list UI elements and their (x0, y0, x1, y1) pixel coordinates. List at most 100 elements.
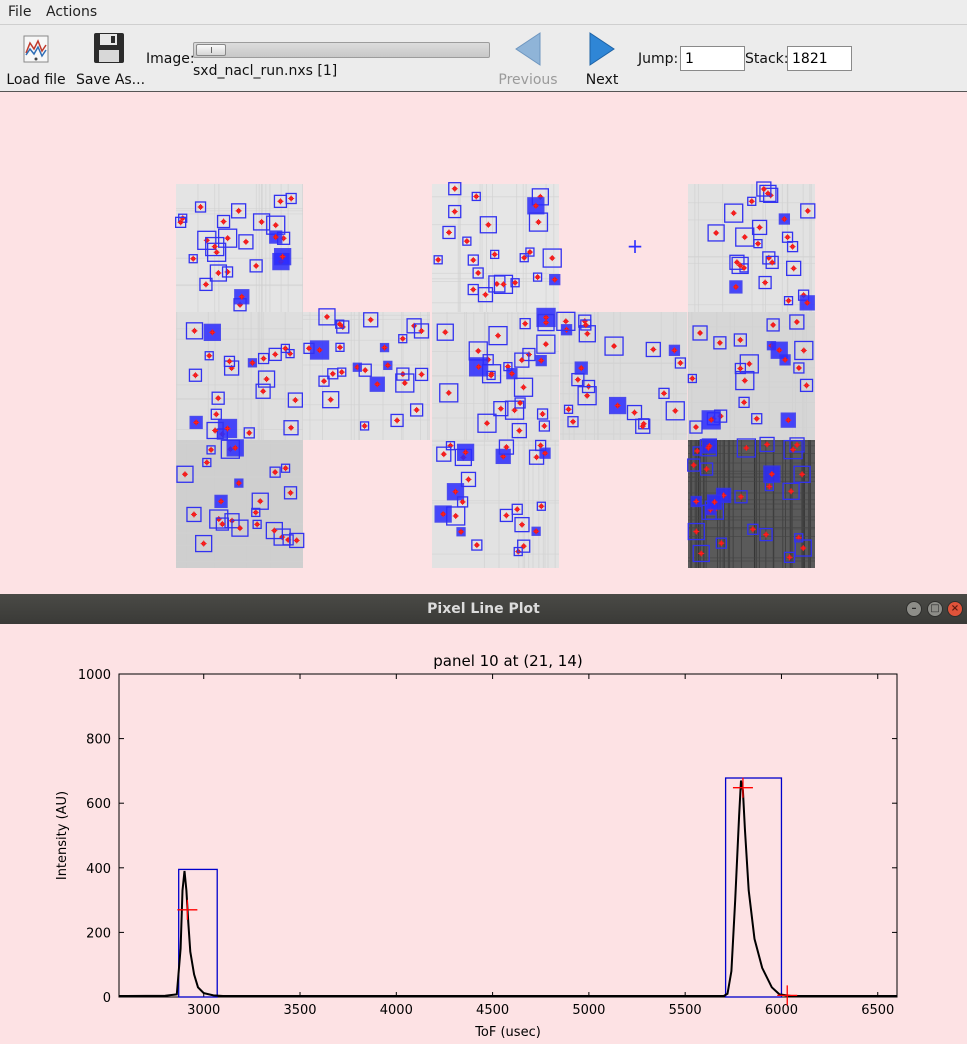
peak-box (759, 436, 775, 453)
peak-box (257, 352, 270, 365)
peak-window-box (178, 868, 218, 998)
peak-box (195, 534, 213, 553)
peak-box (358, 363, 372, 377)
peak-box (318, 308, 336, 326)
peak-box (783, 296, 794, 306)
menu-file[interactable]: File (8, 4, 32, 20)
jump-label: Jump: (638, 51, 679, 67)
line-chart[interactable]: panel 10 at (21, 14)3000 3500 4000 4500 5000… (0, 624, 967, 1044)
detector-panel (687, 436, 815, 568)
peak-box (519, 317, 531, 330)
detector-panel (432, 307, 559, 440)
peak-box (210, 408, 222, 420)
y-axis-label: Intensity (AU) (55, 791, 70, 880)
peak-box (493, 274, 514, 295)
peak-box (519, 253, 529, 263)
peak-box (751, 219, 768, 236)
peak-box (567, 416, 579, 428)
peak-box (499, 508, 514, 523)
detector-panel (687, 312, 815, 440)
image-slider-handle[interactable] (196, 44, 226, 56)
close-button[interactable]: × (947, 601, 963, 617)
peak-box (645, 341, 661, 358)
peak-marker (777, 985, 798, 1006)
peak-box (699, 439, 717, 457)
menu-actions[interactable]: Actions (46, 4, 98, 20)
previous-label: Previous (498, 72, 558, 88)
peak-box (337, 367, 347, 377)
peak-box (511, 422, 527, 439)
peak-box (439, 383, 459, 403)
peak-box (789, 437, 805, 453)
peak-box (687, 373, 697, 384)
detector-panel (175, 184, 303, 312)
load-file-button[interactable]: Load file (6, 30, 66, 88)
peak-box (738, 396, 750, 409)
jump-input[interactable] (680, 46, 745, 71)
peak-box (436, 446, 452, 462)
peak-box (471, 191, 481, 202)
peak-box (514, 352, 530, 368)
peak-box (206, 445, 216, 455)
x-tick-label: 6500 (861, 1003, 894, 1018)
peak-box (692, 325, 708, 341)
y-tick-label: 1000 (78, 668, 111, 683)
image-slider[interactable] (193, 42, 490, 58)
peak-box (280, 343, 291, 354)
peak-box (322, 391, 340, 409)
plot-window-titlebar: Pixel Line Plot – □ × (0, 594, 967, 624)
peak-box (542, 248, 562, 268)
peak-box (238, 234, 254, 250)
peak-box (249, 259, 263, 273)
peak-box (280, 463, 291, 473)
peak-box (528, 212, 549, 232)
x-tick-label: 6000 (765, 1003, 798, 1018)
detector-panel (432, 439, 559, 568)
next-button[interactable]: Next (580, 30, 624, 88)
peak-box (604, 336, 624, 356)
peak-box (498, 439, 515, 455)
plot-frame (118, 673, 898, 998)
peak-box (285, 192, 297, 205)
peak-box (731, 256, 749, 275)
minimize-button[interactable]: – (906, 601, 922, 617)
peak-box (433, 255, 443, 265)
peak-box (336, 320, 350, 334)
peak-box (764, 481, 774, 492)
pixel-line-plot: panel 10 at (21, 14) 3000 3500 4000 4500 5000… (0, 624, 967, 1044)
peak-box (734, 490, 748, 504)
image-name: sxd_nacl_run.nxs [1] (193, 63, 338, 79)
peak-box (577, 386, 597, 406)
previous-button[interactable]: Previous (497, 30, 559, 88)
arrow-right-icon (589, 32, 615, 66)
peak-box (265, 521, 283, 540)
y-tick-label: 400 (86, 862, 111, 877)
x-tick-label: 4000 (380, 1003, 413, 1018)
peak-box (175, 216, 187, 229)
peak-box (205, 236, 225, 257)
detector-image[interactable]: + (0, 92, 967, 594)
x-tick-label: 3500 (283, 1003, 316, 1018)
peak-box (513, 377, 534, 397)
peak-box (766, 318, 780, 332)
peak-box (289, 532, 305, 549)
peak-box (751, 413, 763, 425)
peak-box (251, 492, 269, 510)
peak-box (747, 196, 757, 206)
peak-box (359, 421, 370, 431)
peak-box (729, 254, 745, 270)
peak-box (390, 413, 404, 428)
peak-box (665, 401, 685, 421)
menu-bar: File Actions (0, 0, 967, 25)
detector-image-view[interactable]: + (0, 92, 967, 594)
peak-box (283, 486, 298, 500)
maximize-button[interactable]: □ (927, 601, 943, 617)
peak-box (563, 404, 574, 414)
peak-box (197, 230, 217, 250)
peak-box (471, 539, 483, 551)
save-as-button[interactable]: Save As... (76, 30, 145, 88)
peak-box (398, 334, 408, 344)
peak-box (756, 181, 772, 197)
stack-input[interactable] (787, 46, 852, 71)
peak-box (733, 333, 747, 347)
